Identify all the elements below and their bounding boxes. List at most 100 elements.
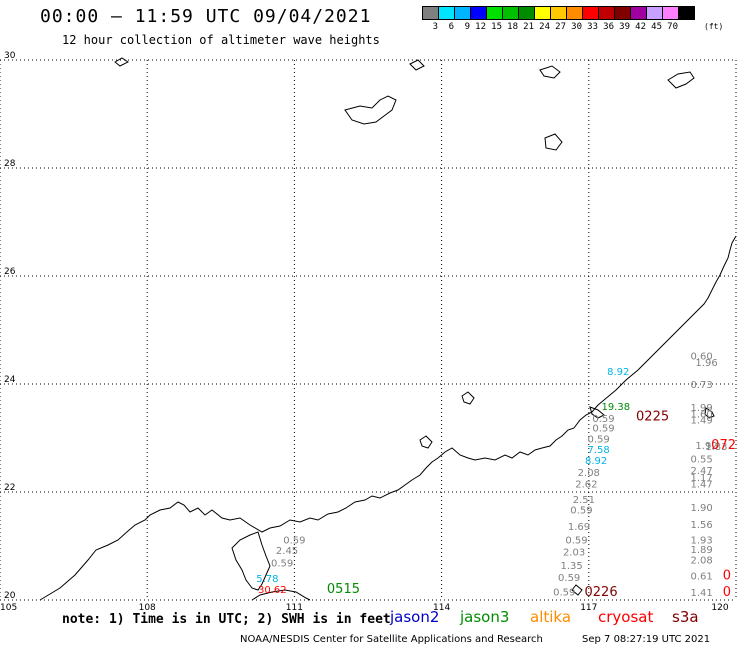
wave-height-label: 1.92: [695, 441, 717, 452]
wave-height-label: 0.73: [691, 380, 713, 391]
wave-height-label: 1.99: [691, 403, 713, 414]
map-subtitle: 12 hour collection of altimeter wave hei…: [62, 33, 380, 47]
wave-height-label: 2.51: [573, 495, 595, 506]
wave-height-label: 2.47: [691, 466, 713, 477]
wave-height-label: 1.49: [691, 415, 713, 426]
coastal-island-1: [461, 391, 475, 405]
hainan-north-tip: [251, 589, 311, 601]
lat-tick-label: 24: [4, 375, 16, 385]
lake-4: [544, 133, 563, 151]
leizhou-peninsula: [231, 531, 271, 591]
wave-height-label: 1.96: [695, 358, 717, 369]
color-scale-label: 70: [667, 22, 678, 32]
wave-height-label: 072: [711, 438, 736, 453]
wave-height-label: 2.45: [276, 546, 298, 557]
footer-timestamp: Sep 7 08:27:19 UTC 2021: [582, 634, 711, 645]
color-scale-label: 18: [507, 22, 518, 32]
color-scale-label: 42: [635, 22, 646, 32]
legend-jason2: jason2: [390, 608, 440, 626]
penghu-island: [704, 407, 715, 419]
legend-s3a: s3a: [672, 608, 699, 626]
lat-tick-label: 28: [4, 159, 16, 169]
wave-height-label: 19.38: [601, 402, 630, 413]
lon-tick-label: 105: [0, 603, 17, 613]
lon-tick-label: 111: [286, 603, 303, 613]
color-scale-label: 9: [464, 22, 470, 32]
color-scale-label: 33: [587, 22, 598, 32]
color-scale-label: 24: [539, 22, 550, 32]
legend-altika: altika: [530, 608, 572, 626]
lon-tick-label: 117: [580, 603, 597, 613]
wave-height-label: 1.60: [691, 409, 713, 420]
wave-height-label: 8.92: [607, 367, 629, 378]
lat-tick-label: 30: [4, 51, 16, 61]
footer-credit: NOAA/NESDIS Center for Satellite Applica…: [240, 634, 543, 645]
note-text: note: 1) Time is in UTC; 2) SWH is in fe…: [62, 612, 391, 627]
color-scale-label: 27: [555, 22, 566, 32]
color-scale-label: 45: [651, 22, 662, 32]
wave-height-label: 0: [723, 568, 731, 583]
lat-tick-label: 22: [4, 483, 15, 493]
wave-height-label: 0.59: [570, 506, 592, 517]
wave-height-label: 1.90: [691, 503, 713, 514]
legend-jason3: jason3: [460, 608, 510, 626]
wave-height-label: 0.59: [553, 588, 575, 599]
color-swatch: [678, 6, 695, 20]
wave-height-label: 0.60: [691, 352, 713, 363]
lon-tick-label: 108: [139, 603, 156, 613]
wave-height-label: 0.61: [691, 571, 713, 582]
wave-height-label: 0: [723, 585, 731, 600]
dongshan-island: [589, 406, 605, 419]
wave-height-label: 1.56: [691, 520, 713, 531]
color-scale-unit: (ft): [704, 22, 724, 31]
wave-height-label: 0.59: [558, 573, 580, 584]
lake-1: [344, 95, 397, 125]
color-scale-label: 21: [523, 22, 534, 32]
lake-3: [539, 65, 561, 79]
wave-height-label: 7.58: [587, 445, 609, 456]
color-scale-label: 30: [571, 22, 582, 32]
wave-height-label: 0.59: [592, 414, 614, 425]
coastline: [39, 57, 737, 601]
wave-height-label: 1.83: [705, 442, 727, 453]
wave-height-label: 0225: [636, 410, 669, 425]
wave-height-label: 2.08: [691, 555, 713, 566]
wave-height-label: 1.93: [691, 535, 713, 546]
color-scale-label: 39: [619, 22, 630, 32]
lon-tick-label: 120: [711, 603, 728, 613]
wave-height-label: 0.59: [565, 535, 587, 546]
wave-height-label: 5.78: [256, 574, 278, 585]
wave-height-label: 1.41: [691, 588, 713, 599]
wave-height-label: 0226: [585, 585, 618, 600]
color-scale-label: 36: [603, 22, 614, 32]
wave-height-observations: 0.601.968.920.731.991.601.4919.380.590.5…: [256, 352, 736, 601]
legend-cryosat: cryosat: [598, 608, 654, 626]
lat-tick-label: 20: [4, 591, 16, 601]
lake-7: [419, 435, 433, 449]
wave-height-label: 1.47: [691, 480, 713, 491]
color-scale-labels: 3 6 9 12 15 18 21 24 27 30 33 36 39 42 45 70: [422, 22, 694, 32]
wave-height-label: 0.59: [283, 535, 305, 546]
wave-height-label: 0515: [327, 582, 360, 597]
wave-height-label: 1.89: [691, 545, 713, 556]
wave-height-label: 1.35: [560, 561, 582, 572]
lat-tick-label: 26: [4, 267, 16, 277]
color-scale-label: 3: [432, 22, 438, 32]
wave-height-color-scale: [422, 6, 695, 20]
color-scale-label: 15: [491, 22, 502, 32]
wave-height-label: 2.08: [578, 468, 600, 479]
color-scale-label: 6: [448, 22, 454, 32]
wave-height-label: 0.55: [691, 454, 713, 465]
wave-height-label: 1.69: [568, 522, 590, 533]
wave-height-label: 1.17: [691, 473, 713, 484]
wave-height-label: 0.59: [271, 559, 293, 570]
wave-height-label: 30.62: [258, 585, 287, 596]
map-title: 00:00 – 11:59 UTC 09/04/2021: [40, 6, 372, 27]
wave-height-label: 2.03: [563, 548, 585, 559]
lat-lon-grid: [0, 59, 737, 601]
wave-height-label: 2.62: [575, 480, 597, 491]
lake-2: [667, 71, 695, 89]
wave-height-label: 0.59: [592, 424, 614, 435]
lon-tick-label: 114: [433, 603, 450, 613]
